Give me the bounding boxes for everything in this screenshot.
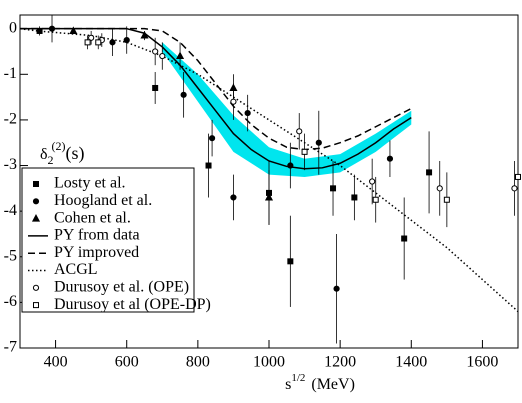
- legend-marker: [32, 284, 40, 291]
- x-label-base: s: [285, 376, 291, 393]
- data-point: [180, 91, 187, 98]
- x-tick-label: 400: [44, 354, 68, 371]
- data-point: [369, 178, 376, 185]
- data-point: [95, 39, 102, 46]
- y-tick-label: -2: [4, 111, 17, 128]
- legend-box: [21, 167, 195, 313]
- data-point: [159, 52, 166, 60]
- y-tick-label: 0: [9, 19, 17, 36]
- data-point: [301, 148, 308, 155]
- x-tick-label: 1600: [466, 354, 498, 371]
- x-axis-label: s1/2 (MeV): [285, 372, 355, 393]
- x-tick-label: 1400: [395, 354, 427, 371]
- error-band: [162, 42, 412, 177]
- legend-label: Losty et al.: [54, 175, 126, 192]
- x-tick-label: 1200: [324, 354, 356, 371]
- data-point: [401, 235, 408, 242]
- legend-label: Cohen et al.: [54, 209, 131, 226]
- y-tick-label: -7: [4, 339, 17, 356]
- y-tick-label: -3: [4, 156, 17, 173]
- data-point: [84, 39, 91, 46]
- legend-label: Durusoy et al (OPE-DP): [54, 296, 211, 313]
- y-label-sub: 2: [48, 153, 54, 167]
- data-point: [443, 196, 450, 203]
- legend-marker: [32, 198, 40, 205]
- x-tick-label: 600: [115, 354, 139, 371]
- x-label-unit: (MeV): [311, 376, 355, 393]
- x-label-sup: 1/2: [291, 372, 305, 384]
- y-tick-label: -1: [4, 65, 17, 82]
- data-point: [109, 39, 116, 46]
- curve: [20, 27, 412, 170]
- legend-label: Durusoy et al. (OPE): [54, 278, 189, 295]
- curve: [20, 27, 412, 151]
- x-tick-label: 800: [186, 354, 210, 371]
- y-label-arg: (s): [66, 143, 85, 164]
- data-point: [315, 139, 322, 146]
- legend-label: PY from data: [54, 227, 140, 244]
- data-point: [511, 185, 518, 192]
- y-label-base: δ: [40, 146, 48, 163]
- data-point: [123, 36, 130, 44]
- data-point: [205, 162, 212, 169]
- data-point: [330, 185, 337, 192]
- data-point: [152, 84, 159, 91]
- y-tick-label: -4: [4, 202, 17, 219]
- data-point: [287, 258, 294, 265]
- x-tick-label: 1000: [253, 354, 285, 371]
- legend-title: δ2(2)(s): [40, 139, 85, 167]
- legend-marker: [31, 214, 41, 222]
- data-point: [244, 109, 251, 117]
- data-point: [515, 173, 521, 180]
- data-point: [386, 155, 394, 162]
- y-label-sup: (2): [52, 139, 66, 153]
- data-point: [372, 196, 379, 203]
- y-tick-label: -6: [4, 293, 17, 310]
- data-point: [152, 48, 159, 55]
- legend-label: ACGL: [54, 261, 98, 278]
- data-point: [426, 169, 433, 176]
- data-point: [230, 194, 237, 201]
- legend-label: Hoogland et al.: [54, 192, 152, 209]
- data-point: [176, 51, 185, 60]
- data-point: [264, 192, 274, 201]
- y-tick-label: -5: [4, 247, 17, 264]
- data-point: [436, 185, 443, 192]
- data-point: [351, 194, 358, 201]
- data-point: [296, 128, 303, 135]
- data-point: [88, 34, 95, 41]
- legend-marker: [33, 302, 39, 309]
- data-point: [69, 26, 78, 34]
- legend-marker: [33, 181, 39, 187]
- data-point: [230, 98, 237, 105]
- data-point: [333, 285, 340, 292]
- data-point: [208, 135, 216, 142]
- legend-label: PY improved: [54, 244, 139, 261]
